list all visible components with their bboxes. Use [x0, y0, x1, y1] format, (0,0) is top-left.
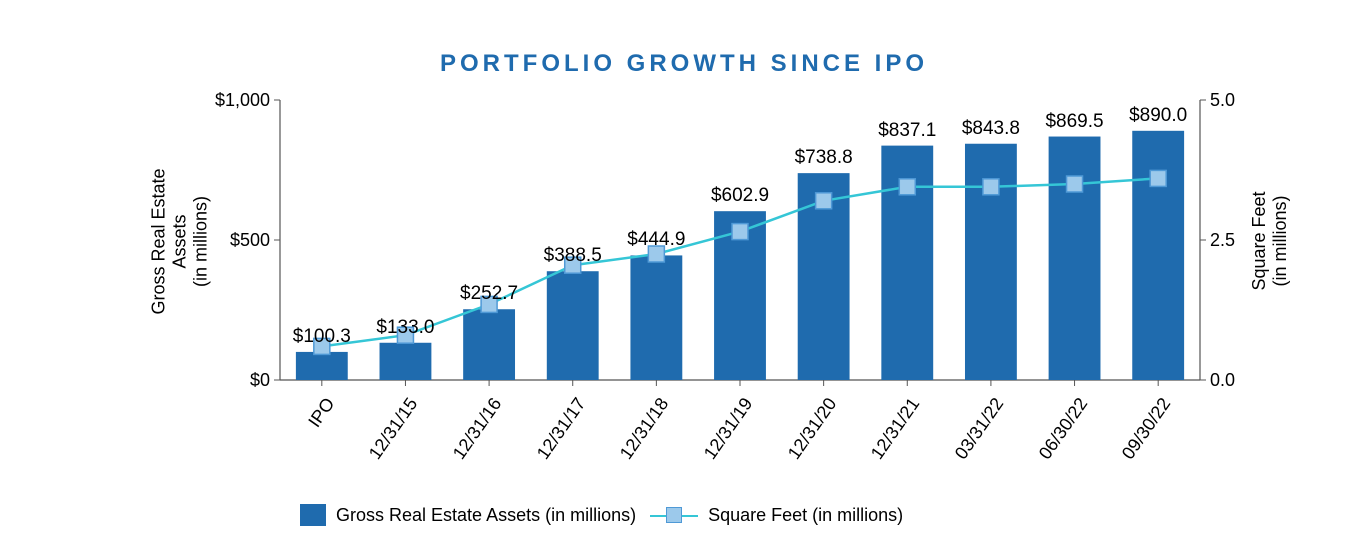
legend-label-line: Square Feet (in millions): [708, 505, 903, 526]
bar-label: $388.5: [544, 245, 602, 267]
bar: [547, 271, 599, 380]
sqft-marker: [1150, 170, 1166, 186]
legend-item-bars: Gross Real Estate Assets (in millions): [300, 504, 636, 526]
legend-label-bars: Gross Real Estate Assets (in millions): [336, 505, 636, 526]
sqft-marker: [816, 193, 832, 209]
y-right-tick-label: 0.0: [1210, 370, 1235, 390]
bar: [380, 343, 432, 380]
bar-label: $738.8: [795, 147, 853, 169]
y-left-tick-label: $500: [230, 230, 270, 250]
bar-label: $890.0: [1129, 105, 1187, 127]
bar-label: $252.7: [460, 283, 518, 305]
bar: [1132, 131, 1184, 380]
y-right-axis-label: Square Feet (in millions): [1249, 131, 1291, 351]
bar-label: $133.0: [376, 317, 434, 339]
y-right-label-line1: Square Feet: [1249, 131, 1270, 351]
y-left-axis-label: Gross Real Estate Assets (in millions): [149, 112, 212, 372]
bar-label: $837.1: [878, 120, 936, 142]
sqft-marker: [983, 179, 999, 195]
legend: Gross Real Estate Assets (in millions) S…: [300, 504, 903, 526]
y-left-tick-label: $0: [250, 370, 270, 390]
y-right-tick-label: 2.5: [1210, 230, 1235, 250]
bar-label: $444.9: [627, 229, 685, 251]
y-left-label-line3: (in millions): [191, 112, 212, 372]
bar-label: $869.5: [1045, 111, 1103, 133]
sqft-marker: [732, 224, 748, 240]
bar: [296, 352, 348, 380]
sqft-marker: [899, 179, 915, 195]
portfolio-growth-chart: PORTFOLIO GROWTH SINCE IPO $0$500$1,0000…: [0, 0, 1368, 560]
y-left-label-line2: Assets: [170, 112, 191, 372]
y-right-tick-label: 5.0: [1210, 90, 1235, 110]
legend-item-line: Square Feet (in millions): [650, 504, 903, 526]
sqft-marker: [1067, 176, 1083, 192]
bar-label: $843.8: [962, 118, 1020, 140]
bar: [1049, 137, 1101, 380]
bar-label: $100.3: [293, 326, 351, 348]
legend-marker: [666, 507, 682, 523]
bar: [463, 309, 515, 380]
legend-swatch-bar: [300, 504, 326, 526]
y-left-tick-label: $1,000: [215, 90, 270, 110]
legend-swatch-line: [650, 504, 698, 526]
y-left-label-line1: Gross Real Estate: [149, 112, 170, 372]
y-right-label-line2: (in millions): [1270, 131, 1291, 351]
bar: [630, 255, 682, 380]
bar-label: $602.9: [711, 185, 769, 207]
